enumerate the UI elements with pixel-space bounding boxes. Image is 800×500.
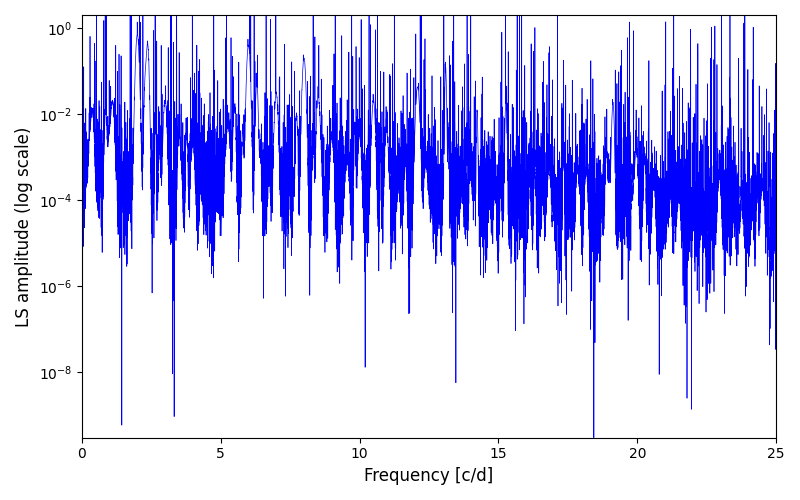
Y-axis label: LS amplitude (log scale): LS amplitude (log scale) [15, 126, 33, 326]
X-axis label: Frequency [c/d]: Frequency [c/d] [364, 467, 494, 485]
